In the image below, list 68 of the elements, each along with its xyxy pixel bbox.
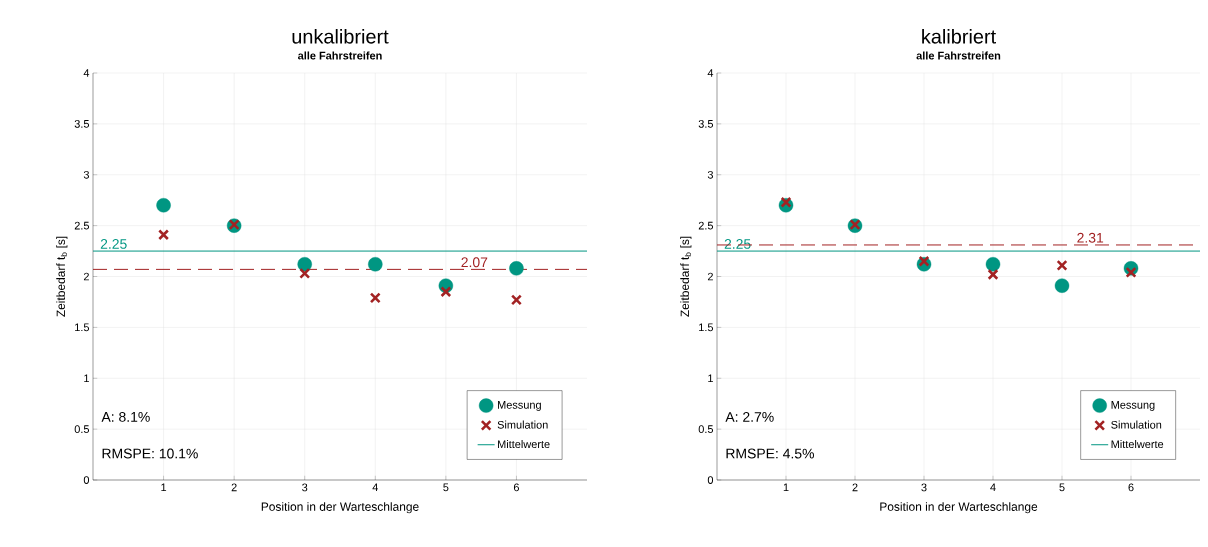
x-tick-label: 4 xyxy=(372,483,379,492)
point xyxy=(985,257,1001,272)
point xyxy=(780,196,792,208)
x-tick-label: 6 xyxy=(513,483,519,492)
point xyxy=(1056,259,1068,271)
y-tick-label: 2 xyxy=(707,272,713,281)
ref-line-label: 2.31 xyxy=(1077,232,1104,243)
x-tick-label: 1 xyxy=(161,483,167,492)
y-tick-label: 4 xyxy=(707,69,714,77)
point xyxy=(369,292,381,304)
y-tick-label: 1.5 xyxy=(699,323,714,332)
ref-line-label: 2.25 xyxy=(724,238,751,249)
x-tick-label: 3 xyxy=(921,483,927,492)
y-tick-label: 3.5 xyxy=(698,120,714,128)
point xyxy=(1054,278,1070,293)
y-tick-label: 0.5 xyxy=(74,425,90,434)
point xyxy=(510,294,522,306)
annotation: Mittelwerte xyxy=(498,440,550,449)
y-tick-label: 3.5 xyxy=(74,120,90,128)
annotation: Mittelwerte xyxy=(1111,440,1164,449)
point xyxy=(987,268,999,281)
annotation: RMSPE: 10.1% xyxy=(102,448,198,459)
legend-label: Messung xyxy=(1111,401,1155,411)
annotation: RMSPE: 4.5% xyxy=(726,448,814,459)
point xyxy=(368,257,383,272)
annotation: A: 8.1% xyxy=(101,411,150,422)
y-tick-label: 2.5 xyxy=(698,221,714,230)
y-tick-label: 2.5 xyxy=(74,221,90,230)
x-axis-title: Position in der Warteschlange xyxy=(261,502,419,514)
x-tick-label: 1 xyxy=(783,483,789,492)
y-tick-label: 1.5 xyxy=(75,323,90,332)
y-tick-label: 3 xyxy=(83,170,89,179)
point xyxy=(299,267,311,279)
y-axis-title: Zeitbedarf t$_{b}$ [s] xyxy=(56,236,68,317)
legend-label: Simulation xyxy=(1111,420,1162,429)
point xyxy=(156,198,171,213)
x-tick-label: 2 xyxy=(852,483,858,492)
point xyxy=(158,229,170,241)
point xyxy=(509,261,524,276)
x-tick-label: 4 xyxy=(990,483,996,492)
chart-title: unkalibriert xyxy=(292,29,389,44)
x-tick-label: 3 xyxy=(302,483,308,492)
y-tick-label: 3 xyxy=(707,170,713,179)
y-tick-label: 1 xyxy=(84,374,89,383)
ref-line-label: 2.07 xyxy=(461,257,488,268)
point xyxy=(918,255,930,267)
y-tick-label: 0 xyxy=(707,476,714,484)
annotation: A: 2.7% xyxy=(725,411,774,422)
ref-line-label: 2.25 xyxy=(100,238,127,249)
point xyxy=(440,286,452,298)
point xyxy=(297,257,312,272)
chart-subtitle: alle Fahrstreifen xyxy=(298,51,382,60)
x-tick-label: 5 xyxy=(1059,483,1065,492)
y-tick-label: 0 xyxy=(83,476,90,484)
y-tick-label: 1 xyxy=(708,374,713,383)
y-axis-title: Zeitbedarf t$_{b}$ [s] xyxy=(680,236,692,317)
chart-subtitle: alle Fahrstreifen xyxy=(916,51,1001,60)
legend-label: Simulation xyxy=(497,420,548,429)
chart-title: kalibriert xyxy=(922,29,996,44)
legend-label: Messung xyxy=(498,401,541,411)
y-tick-label: 4 xyxy=(83,69,90,77)
x-tick-label: 5 xyxy=(443,483,449,492)
y-tick-label: 0.5 xyxy=(698,425,714,434)
x-tick-label: 2 xyxy=(231,483,237,492)
x-axis-title: Position in der Warteschlange xyxy=(880,502,1038,514)
point xyxy=(1125,266,1137,278)
x-tick-label: 6 xyxy=(1128,483,1134,492)
y-tick-label: 2 xyxy=(83,272,89,281)
